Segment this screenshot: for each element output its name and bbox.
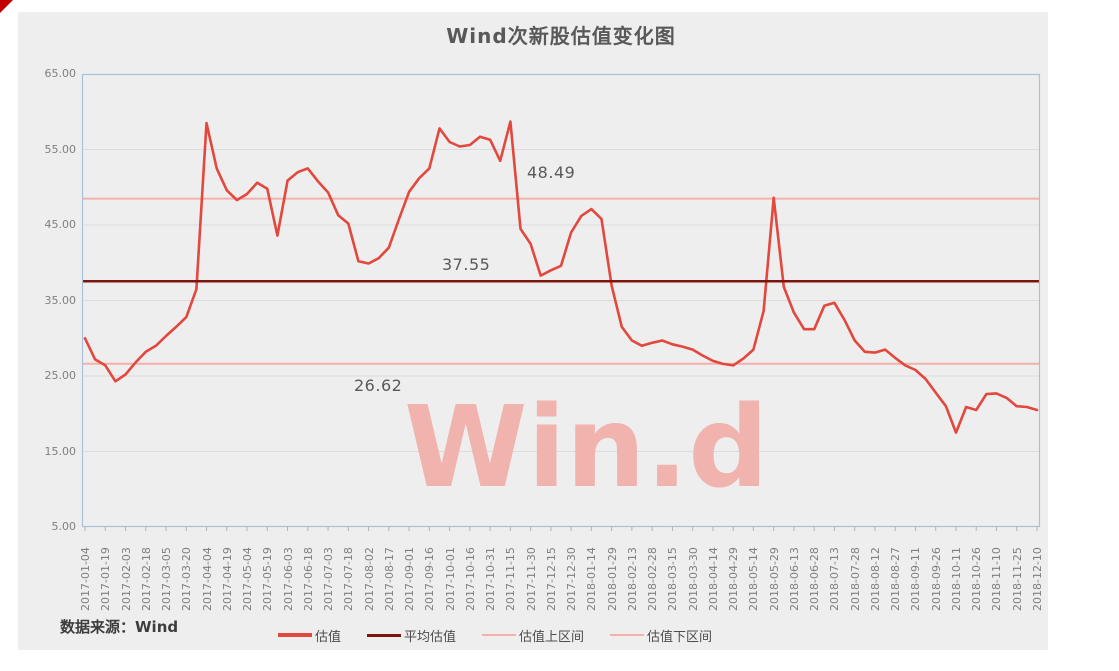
- x-axis-tick-label: 2017-02-18: [139, 547, 153, 611]
- source-note: 数据来源：Wind: [60, 618, 179, 636]
- x-axis-tick-label: 2017-06-18: [301, 547, 315, 611]
- chart-title: Wind次新股估值变化图: [446, 24, 676, 48]
- x-axis-tick-label: 2018-12-10: [1031, 547, 1044, 611]
- x-axis-tick-label: 2017-07-18: [342, 547, 356, 611]
- x-axis-tick-label: 2017-11-30: [524, 547, 538, 611]
- x-axis-tick-label: 2018-04-14: [706, 547, 720, 611]
- x-axis-tick-label: 2018-07-13: [828, 547, 842, 611]
- x-axis-tick-label: 2018-10-11: [949, 547, 963, 611]
- y-axis-tick-label: 45.00: [44, 218, 77, 231]
- x-axis-tick-label: 2017-01-19: [99, 547, 113, 611]
- x-axis-tick-label: 2018-03-30: [686, 547, 700, 611]
- x-axis-tick-label: 2017-03-05: [160, 547, 174, 611]
- x-axis-tick-label: 2018-06-28: [808, 547, 822, 611]
- x-axis-tick-label: 2018-03-15: [666, 547, 680, 611]
- x-axis-tick-label: 2017-04-19: [220, 547, 234, 611]
- x-axis-tick-label: 2018-05-14: [747, 547, 761, 611]
- legend-line-swatch: [482, 634, 517, 636]
- x-axis-tick-label: 2017-04-04: [200, 547, 214, 611]
- legend-line-swatch: [278, 633, 312, 637]
- y-axis-tick-label: 35.00: [44, 293, 77, 307]
- x-axis-tick-label: 2018-08-27: [889, 547, 903, 611]
- x-axis-tick-label: 2018-08-12: [868, 547, 882, 611]
- annotation-average-value: 37.55: [442, 255, 491, 274]
- y-axis-tick-label: 55.00: [44, 142, 77, 156]
- x-axis-tick-label: 2018-07-28: [848, 547, 862, 611]
- legend-label: 估值上区间: [519, 629, 585, 645]
- x-axis-tick-label: 2017-01-04: [79, 547, 92, 611]
- x-axis-tick-label: 2017-03-20: [180, 547, 194, 611]
- x-axis-tick-label: 2017-07-03: [322, 547, 336, 611]
- legend-item: 平均估值: [367, 626, 456, 645]
- x-axis-tick-label: 2018-09-11: [909, 547, 923, 611]
- x-axis-tick-label: 2017-02-03: [119, 547, 133, 611]
- x-axis-tick-label: 2017-10-01: [443, 547, 457, 611]
- y-axis-tick-label: 5.00: [51, 520, 77, 533]
- plot-canvas: [81, 73, 1041, 531]
- x-axis-tick-label: 2018-02-13: [625, 547, 639, 611]
- legend-item: 估值上区间: [482, 626, 584, 645]
- legend: 估值 平均估值 估值上区间 估值下区间: [278, 626, 738, 645]
- legend-item: 估值下区间: [610, 626, 712, 645]
- x-axis-tick-label: 2018-01-14: [585, 547, 599, 611]
- x-axis-tick-label: 2017-09-16: [423, 547, 437, 611]
- x-axis-tick-label: 2018-06-13: [787, 547, 801, 611]
- x-axis-tick-label: 2017-10-31: [484, 547, 498, 611]
- x-axis-tick-label: 2017-12-30: [565, 547, 579, 611]
- x-axis-tick-label: 2017-11-15: [504, 547, 518, 611]
- x-axis-tick-label: 2018-09-26: [929, 547, 943, 611]
- y-axis-tick-label: 25.00: [44, 369, 77, 382]
- x-axis-tick-label: 2017-08-02: [362, 547, 376, 611]
- x-axis-tick-label: 2018-04-29: [727, 547, 741, 611]
- annotation-lower-band-value: 26.62: [354, 376, 403, 395]
- x-axis-tick-label: 2017-09-01: [403, 547, 417, 611]
- x-axis-tick-label: 2017-06-03: [281, 547, 295, 611]
- legend-line-swatch: [610, 634, 645, 636]
- x-axis-tick-label: 2018-01-29: [605, 547, 619, 611]
- x-axis-tick-label: 2018-05-29: [767, 547, 781, 611]
- annotation-upper-band-value: 48.49: [527, 163, 576, 182]
- x-axis-tick-label: 2017-05-19: [261, 547, 275, 611]
- chart-panel: [18, 12, 1048, 650]
- x-axis-tick-label: 2018-10-26: [970, 547, 984, 611]
- x-axis-tick-label: 2018-11-10: [990, 547, 1004, 611]
- y-axis-tick-label: 15.00: [44, 444, 77, 458]
- y-axis-tick-label: 65.00: [44, 67, 77, 80]
- x-axis-tick-label: 2017-10-16: [463, 547, 477, 611]
- x-axis-tick-label: 2018-02-28: [646, 547, 660, 611]
- x-axis-tick-label: 2017-12-15: [544, 547, 558, 611]
- legend-label: 估值下区间: [647, 629, 713, 645]
- corner-mark: [0, 0, 13, 13]
- x-axis-tick-label: 2017-08-17: [382, 547, 396, 611]
- x-axis-tick-label: 2017-05-04: [241, 547, 255, 611]
- legend-label: 估值: [315, 629, 342, 645]
- x-axis-tick-label: 2018-11-25: [1010, 547, 1024, 611]
- legend-line-swatch: [367, 633, 402, 637]
- watermark: Win.d: [404, 383, 769, 513]
- legend-label: 平均估值: [404, 629, 457, 645]
- legend-item: 估值: [278, 626, 341, 645]
